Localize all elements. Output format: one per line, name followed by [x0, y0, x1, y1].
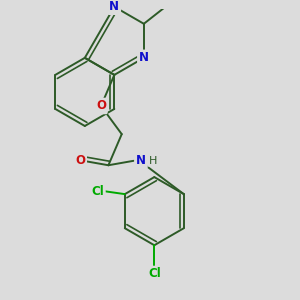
- Text: O: O: [75, 154, 85, 167]
- Text: H: H: [149, 156, 157, 166]
- Text: O: O: [96, 100, 106, 112]
- Text: N: N: [139, 51, 149, 64]
- Text: Cl: Cl: [91, 185, 104, 198]
- Text: N: N: [109, 0, 119, 13]
- Text: Cl: Cl: [148, 268, 161, 281]
- Text: N: N: [136, 154, 146, 167]
